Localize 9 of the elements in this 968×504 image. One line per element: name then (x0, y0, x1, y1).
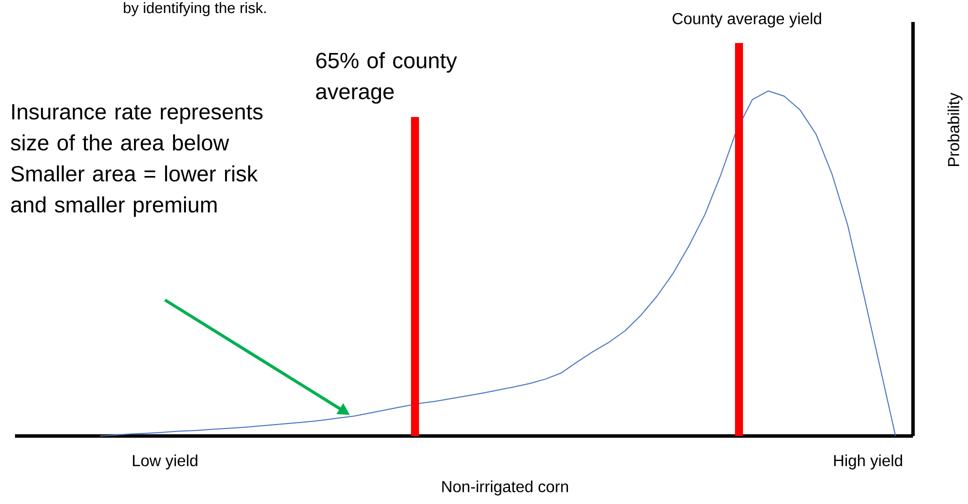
annotation: Insurance rate represents size of the area below (10, 104, 262, 151)
x-axis-title: Non-irrigated corn (442, 480, 568, 496)
text: Probability (948, 92, 962, 166)
text: High yield (834, 454, 902, 470)
annotation: Smaller area = lower risk and smaller premium (11, 165, 258, 217)
text: Low yield (132, 454, 198, 470)
text: by identifying the risk. (124, 2, 266, 16)
annotation: 65% of county average (316, 52, 457, 104)
text: County average yield (672, 12, 822, 28)
